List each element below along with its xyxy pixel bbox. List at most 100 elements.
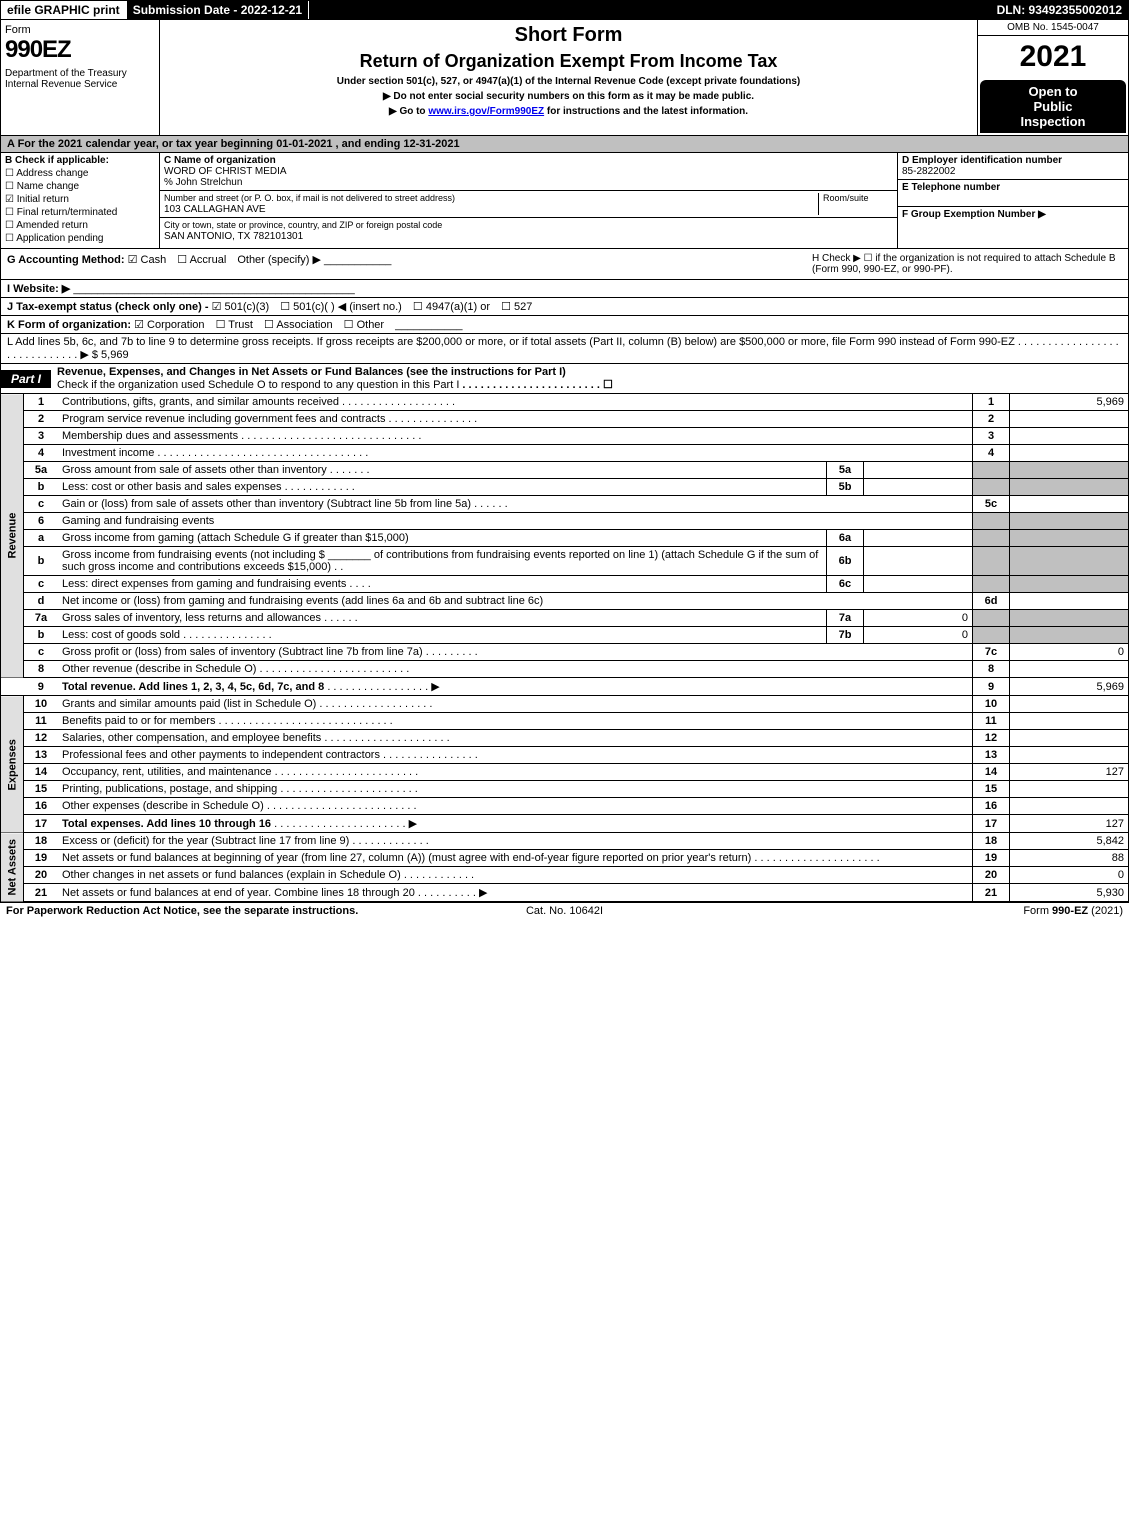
revenue-table: Revenue 1 Contributions, gifts, grants, … xyxy=(0,394,1129,696)
open-to-public: Open to Public Inspection xyxy=(980,80,1126,133)
line-12: Salaries, other compensation, and employ… xyxy=(58,730,973,747)
street: 103 CALLAGHAN AVE xyxy=(164,204,266,215)
l-amount: ▶ $ 5,969 xyxy=(80,349,128,361)
check-cash[interactable]: ☑ Cash xyxy=(128,253,167,266)
l-text: L Add lines 5b, 6c, and 7b to line 9 to … xyxy=(7,336,1015,348)
line-9: Total revenue. Add lines 1, 2, 3, 4, 5c,… xyxy=(58,678,973,696)
line-5b: Less: cost or other basis and sales expe… xyxy=(58,479,827,496)
check-association[interactable]: ☐ Association xyxy=(264,318,333,331)
line-4-val xyxy=(1010,445,1129,462)
line-1: Contributions, gifts, grants, and simila… xyxy=(58,394,973,411)
row-j: J Tax-exempt status (check only one) - ☑… xyxy=(0,298,1129,316)
part1-tab: Part I xyxy=(1,370,51,388)
e-label: E Telephone number xyxy=(902,182,1000,193)
tax-year: 2021 xyxy=(978,36,1128,78)
subtitle: Under section 501(c), 527, or 4947(a)(1)… xyxy=(164,76,973,87)
line-20: Other changes in net assets or fund bala… xyxy=(58,867,973,884)
row-h: H Check ▶ ☐ if the organization is not r… xyxy=(812,253,1122,275)
line-7a-val: 0 xyxy=(864,610,973,627)
line-8-val xyxy=(1010,661,1129,678)
line-6a: Gross income from gaming (attach Schedul… xyxy=(58,530,827,547)
line-7b-val: 0 xyxy=(864,627,973,644)
line-9-val: 5,969 xyxy=(1010,678,1129,696)
check-corporation[interactable]: ☑ Corporation xyxy=(134,318,204,331)
check-accrual[interactable]: ☐ Accrual xyxy=(177,253,226,266)
j-label: J Tax-exempt status (check only one) - xyxy=(7,301,209,313)
part1-checkbox[interactable]: ☐ xyxy=(603,379,613,391)
col-c: C Name of organization WORD OF CHRIST ME… xyxy=(160,153,898,248)
footer-right: Form 990-EZ (2021) xyxy=(751,905,1123,917)
row-i: I Website: ▶ ___________________________… xyxy=(0,280,1129,298)
efile-label: efile GRAPHIC print xyxy=(1,1,127,19)
check-other-method[interactable]: Other (specify) ▶ ___________ xyxy=(237,253,391,266)
line-7c-val: 0 xyxy=(1010,644,1129,661)
line-6d: Net income or (loss) from gaming and fun… xyxy=(58,593,973,610)
line-6b: Gross income from fundraising events (no… xyxy=(58,547,827,576)
line-1-val: 5,969 xyxy=(1010,394,1129,411)
form-label: Form xyxy=(5,24,155,36)
line-13-val xyxy=(1010,747,1129,764)
main-title: Return of Organization Exempt From Incom… xyxy=(164,51,973,72)
check-other-org[interactable]: ☐ Other xyxy=(344,318,384,331)
col-b-title: B Check if applicable: xyxy=(5,155,109,166)
check-application-pending[interactable]: ☐ Application pending xyxy=(5,233,155,244)
col-b: B Check if applicable: ☐ Address change … xyxy=(1,153,160,248)
line-11-val xyxy=(1010,713,1129,730)
ein: 85-2822002 xyxy=(902,166,955,177)
line-17-val: 127 xyxy=(1010,815,1129,833)
line-15-val xyxy=(1010,781,1129,798)
f-label: F Group Exemption Number ▶ xyxy=(902,209,1046,220)
instr-goto-post: for instructions and the latest informat… xyxy=(544,106,748,117)
check-4947[interactable]: ☐ 4947(a)(1) or xyxy=(413,300,490,313)
row-l: L Add lines 5b, 6c, and 7b to line 9 to … xyxy=(0,334,1129,364)
form-number: 990EZ xyxy=(5,36,155,64)
col-de: D Employer identification number 85-2822… xyxy=(898,153,1128,248)
line-8: Other revenue (describe in Schedule O) .… xyxy=(58,661,973,678)
omb-number: OMB No. 1545-0047 xyxy=(978,20,1128,36)
line-19: Net assets or fund balances at beginning… xyxy=(58,850,973,867)
line-6: Gaming and fundraising events xyxy=(58,513,973,530)
footer: For Paperwork Reduction Act Notice, see … xyxy=(0,902,1129,919)
line-21: Net assets or fund balances at end of ye… xyxy=(58,884,973,902)
row-gh: G Accounting Method: ☑ Cash ☐ Accrual Ot… xyxy=(0,249,1129,280)
check-501c[interactable]: ☐ 501(c)( ) ◀ (insert no.) xyxy=(280,300,402,313)
check-address-change[interactable]: ☐ Address change xyxy=(5,168,155,179)
line-12-val xyxy=(1010,730,1129,747)
line-17: Total expenses. Add lines 10 through 16 … xyxy=(58,815,973,833)
line-6a-val xyxy=(864,530,973,547)
line-10: Grants and similar amounts paid (list in… xyxy=(58,696,973,713)
line-19-val: 88 xyxy=(1010,850,1129,867)
section-bcdef: B Check if applicable: ☐ Address change … xyxy=(0,153,1129,249)
line-5b-val xyxy=(864,479,973,496)
city-label: City or town, state or province, country… xyxy=(164,220,442,230)
line-5c-val xyxy=(1010,496,1129,513)
instr-ssn: ▶ Do not enter social security numbers o… xyxy=(164,91,973,102)
check-initial-return[interactable]: ☑ Initial return xyxy=(5,194,155,205)
line-6c: Less: direct expenses from gaming and fu… xyxy=(58,576,827,593)
dept-label: Department of the Treasury Internal Reve… xyxy=(5,68,155,90)
i-label: I Website: ▶ xyxy=(7,283,70,295)
part1-title: Revenue, Expenses, and Changes in Net As… xyxy=(57,366,566,378)
line-18: Excess or (deficit) for the year (Subtra… xyxy=(58,833,973,850)
short-form-title: Short Form xyxy=(164,24,973,47)
dln: DLN: 93492355002012 xyxy=(991,1,1128,19)
line-6d-val xyxy=(1010,593,1129,610)
line-16: Other expenses (describe in Schedule O) … xyxy=(58,798,973,815)
check-501c3[interactable]: ☑ 501(c)(3) xyxy=(212,300,270,313)
line-2: Program service revenue including govern… xyxy=(58,411,973,428)
expenses-table: Expenses 10 Grants and similar amounts p… xyxy=(0,696,1129,833)
irs-link[interactable]: www.irs.gov/Form990EZ xyxy=(428,106,544,117)
line-20-val: 0 xyxy=(1010,867,1129,884)
expenses-label: Expenses xyxy=(1,696,24,833)
check-name-change[interactable]: ☐ Name change xyxy=(5,181,155,192)
check-trust[interactable]: ☐ Trust xyxy=(216,318,253,331)
street-label: Number and street (or P. O. box, if mail… xyxy=(164,193,455,203)
check-final-return[interactable]: ☐ Final return/terminated xyxy=(5,207,155,218)
k-label: K Form of organization: xyxy=(7,319,131,331)
submission-date: Submission Date - 2022-12-21 xyxy=(127,1,309,19)
row-k: K Form of organization: ☑ Corporation ☐ … xyxy=(0,316,1129,334)
check-amended-return[interactable]: ☐ Amended return xyxy=(5,220,155,231)
footer-mid: Cat. No. 10642I xyxy=(378,905,750,917)
instr-goto-pre: ▶ Go to xyxy=(389,106,428,117)
check-527[interactable]: ☐ 527 xyxy=(501,300,532,313)
